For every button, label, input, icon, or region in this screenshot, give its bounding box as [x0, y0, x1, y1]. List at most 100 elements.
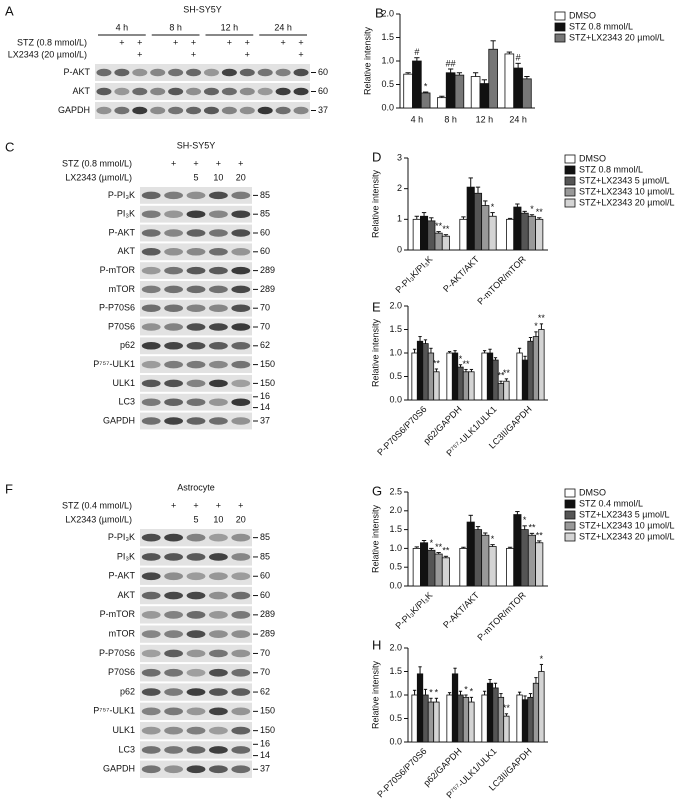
- mw-label: 62: [260, 686, 270, 696]
- band: [186, 726, 206, 735]
- band: [164, 765, 184, 774]
- band: [208, 248, 228, 256]
- legend-label: STZ 0.8 mmol/L: [579, 164, 643, 174]
- y-tick-label: 1: [397, 214, 402, 224]
- band: [186, 106, 202, 115]
- bar: [451, 352, 459, 401]
- band: [132, 106, 148, 115]
- bar: [516, 352, 523, 401]
- band: [208, 591, 228, 600]
- blot-row-label: p62: [120, 686, 135, 696]
- band: [186, 87, 202, 96]
- band: [164, 360, 184, 369]
- band: [208, 360, 228, 369]
- treatment-label: STZ (0.8 mmol/L): [62, 158, 132, 168]
- mw-label: 289: [260, 629, 275, 639]
- bar: [422, 343, 429, 401]
- band: [186, 266, 206, 275]
- band: [164, 726, 184, 735]
- mw-label: 70: [260, 648, 270, 658]
- group-label: 8 h: [169, 22, 182, 32]
- band: [231, 688, 251, 696]
- mw-label: 16: [260, 739, 270, 749]
- band: [141, 417, 161, 425]
- band: [208, 630, 228, 639]
- bar: [427, 549, 436, 587]
- significance-label: **: [528, 523, 536, 533]
- x-tick-label: P-mTOR/mTOR: [475, 254, 528, 307]
- band: [141, 707, 161, 716]
- lane-mark: +: [171, 158, 176, 168]
- blot-row-label: P⁷⁵⁷-ULK1: [93, 706, 135, 716]
- bar: [446, 352, 453, 401]
- band: [141, 610, 161, 619]
- lane-mark: 20: [236, 172, 246, 182]
- band: [186, 360, 206, 369]
- band: [208, 553, 228, 561]
- band: [231, 417, 251, 425]
- y-axis-title: Relative intensity: [370, 318, 380, 387]
- band: [141, 323, 161, 331]
- blot-title: Astrocyte: [177, 482, 215, 492]
- legend-label: STZ+LX2343 5 µmol/L: [579, 175, 669, 185]
- lane-mark: 20: [236, 514, 246, 524]
- band: [186, 342, 206, 350]
- legend-label: DMSO: [569, 10, 596, 20]
- x-tick-label: P-mTOR/mTOR: [475, 590, 528, 643]
- significance-label: #: [414, 47, 419, 57]
- bar: [416, 340, 424, 401]
- blot-row-label: PI₃K: [117, 209, 135, 219]
- bar: [532, 682, 540, 743]
- x-tick-label: 12 h: [476, 114, 494, 124]
- blot-row-label: P⁷⁵⁷-ULK1: [93, 359, 135, 369]
- blot-title: SH-SY5Y: [177, 140, 216, 150]
- band: [208, 746, 228, 754]
- legend-swatch: [564, 510, 576, 520]
- mw-label: 150: [260, 378, 275, 388]
- significance-label: **: [538, 313, 546, 323]
- bar: [486, 352, 494, 401]
- bar: [473, 192, 483, 251]
- band: [275, 87, 291, 96]
- blot-row-label: AKT: [117, 246, 135, 256]
- band: [186, 533, 206, 542]
- lane-mark: +: [191, 37, 196, 47]
- significance-label: **: [497, 371, 505, 381]
- legend-swatch: [564, 488, 576, 498]
- band: [141, 726, 161, 735]
- y-tick-label: 1.0: [389, 347, 402, 357]
- mw-label: 70: [260, 321, 270, 331]
- bar: [481, 694, 488, 743]
- mw-label: 14: [260, 402, 270, 412]
- band: [141, 765, 161, 774]
- band: [208, 210, 228, 218]
- band: [208, 323, 228, 331]
- bar: [441, 235, 450, 251]
- blot-row-label: mTOR: [109, 629, 136, 639]
- y-tick-label: 2: [397, 183, 402, 193]
- treatment-label: STZ (0.8 mmol/L): [17, 37, 87, 47]
- bar: [433, 701, 440, 743]
- legend-swatch: [564, 154, 576, 164]
- x-tick-label: P-AKT/AKT: [441, 590, 481, 630]
- legend-swatch: [564, 521, 576, 531]
- band: [186, 248, 206, 256]
- bar: [437, 97, 447, 109]
- band: [164, 285, 184, 294]
- blot-strip: [95, 83, 310, 100]
- bar: [462, 371, 470, 401]
- significance-label: #: [516, 53, 521, 63]
- panel-label: C: [5, 139, 14, 154]
- lane-mark: +: [193, 158, 198, 168]
- bar: [535, 218, 544, 251]
- bar: [468, 701, 475, 743]
- band: [114, 106, 130, 115]
- band: [164, 229, 184, 237]
- panel-label: D: [372, 149, 381, 164]
- significance-label: **: [536, 530, 544, 540]
- band: [231, 668, 251, 677]
- bar: [470, 76, 481, 109]
- y-axis-title: Relative intensity: [362, 26, 372, 95]
- blot-strip: [95, 64, 310, 81]
- significance-label: *: [523, 515, 527, 525]
